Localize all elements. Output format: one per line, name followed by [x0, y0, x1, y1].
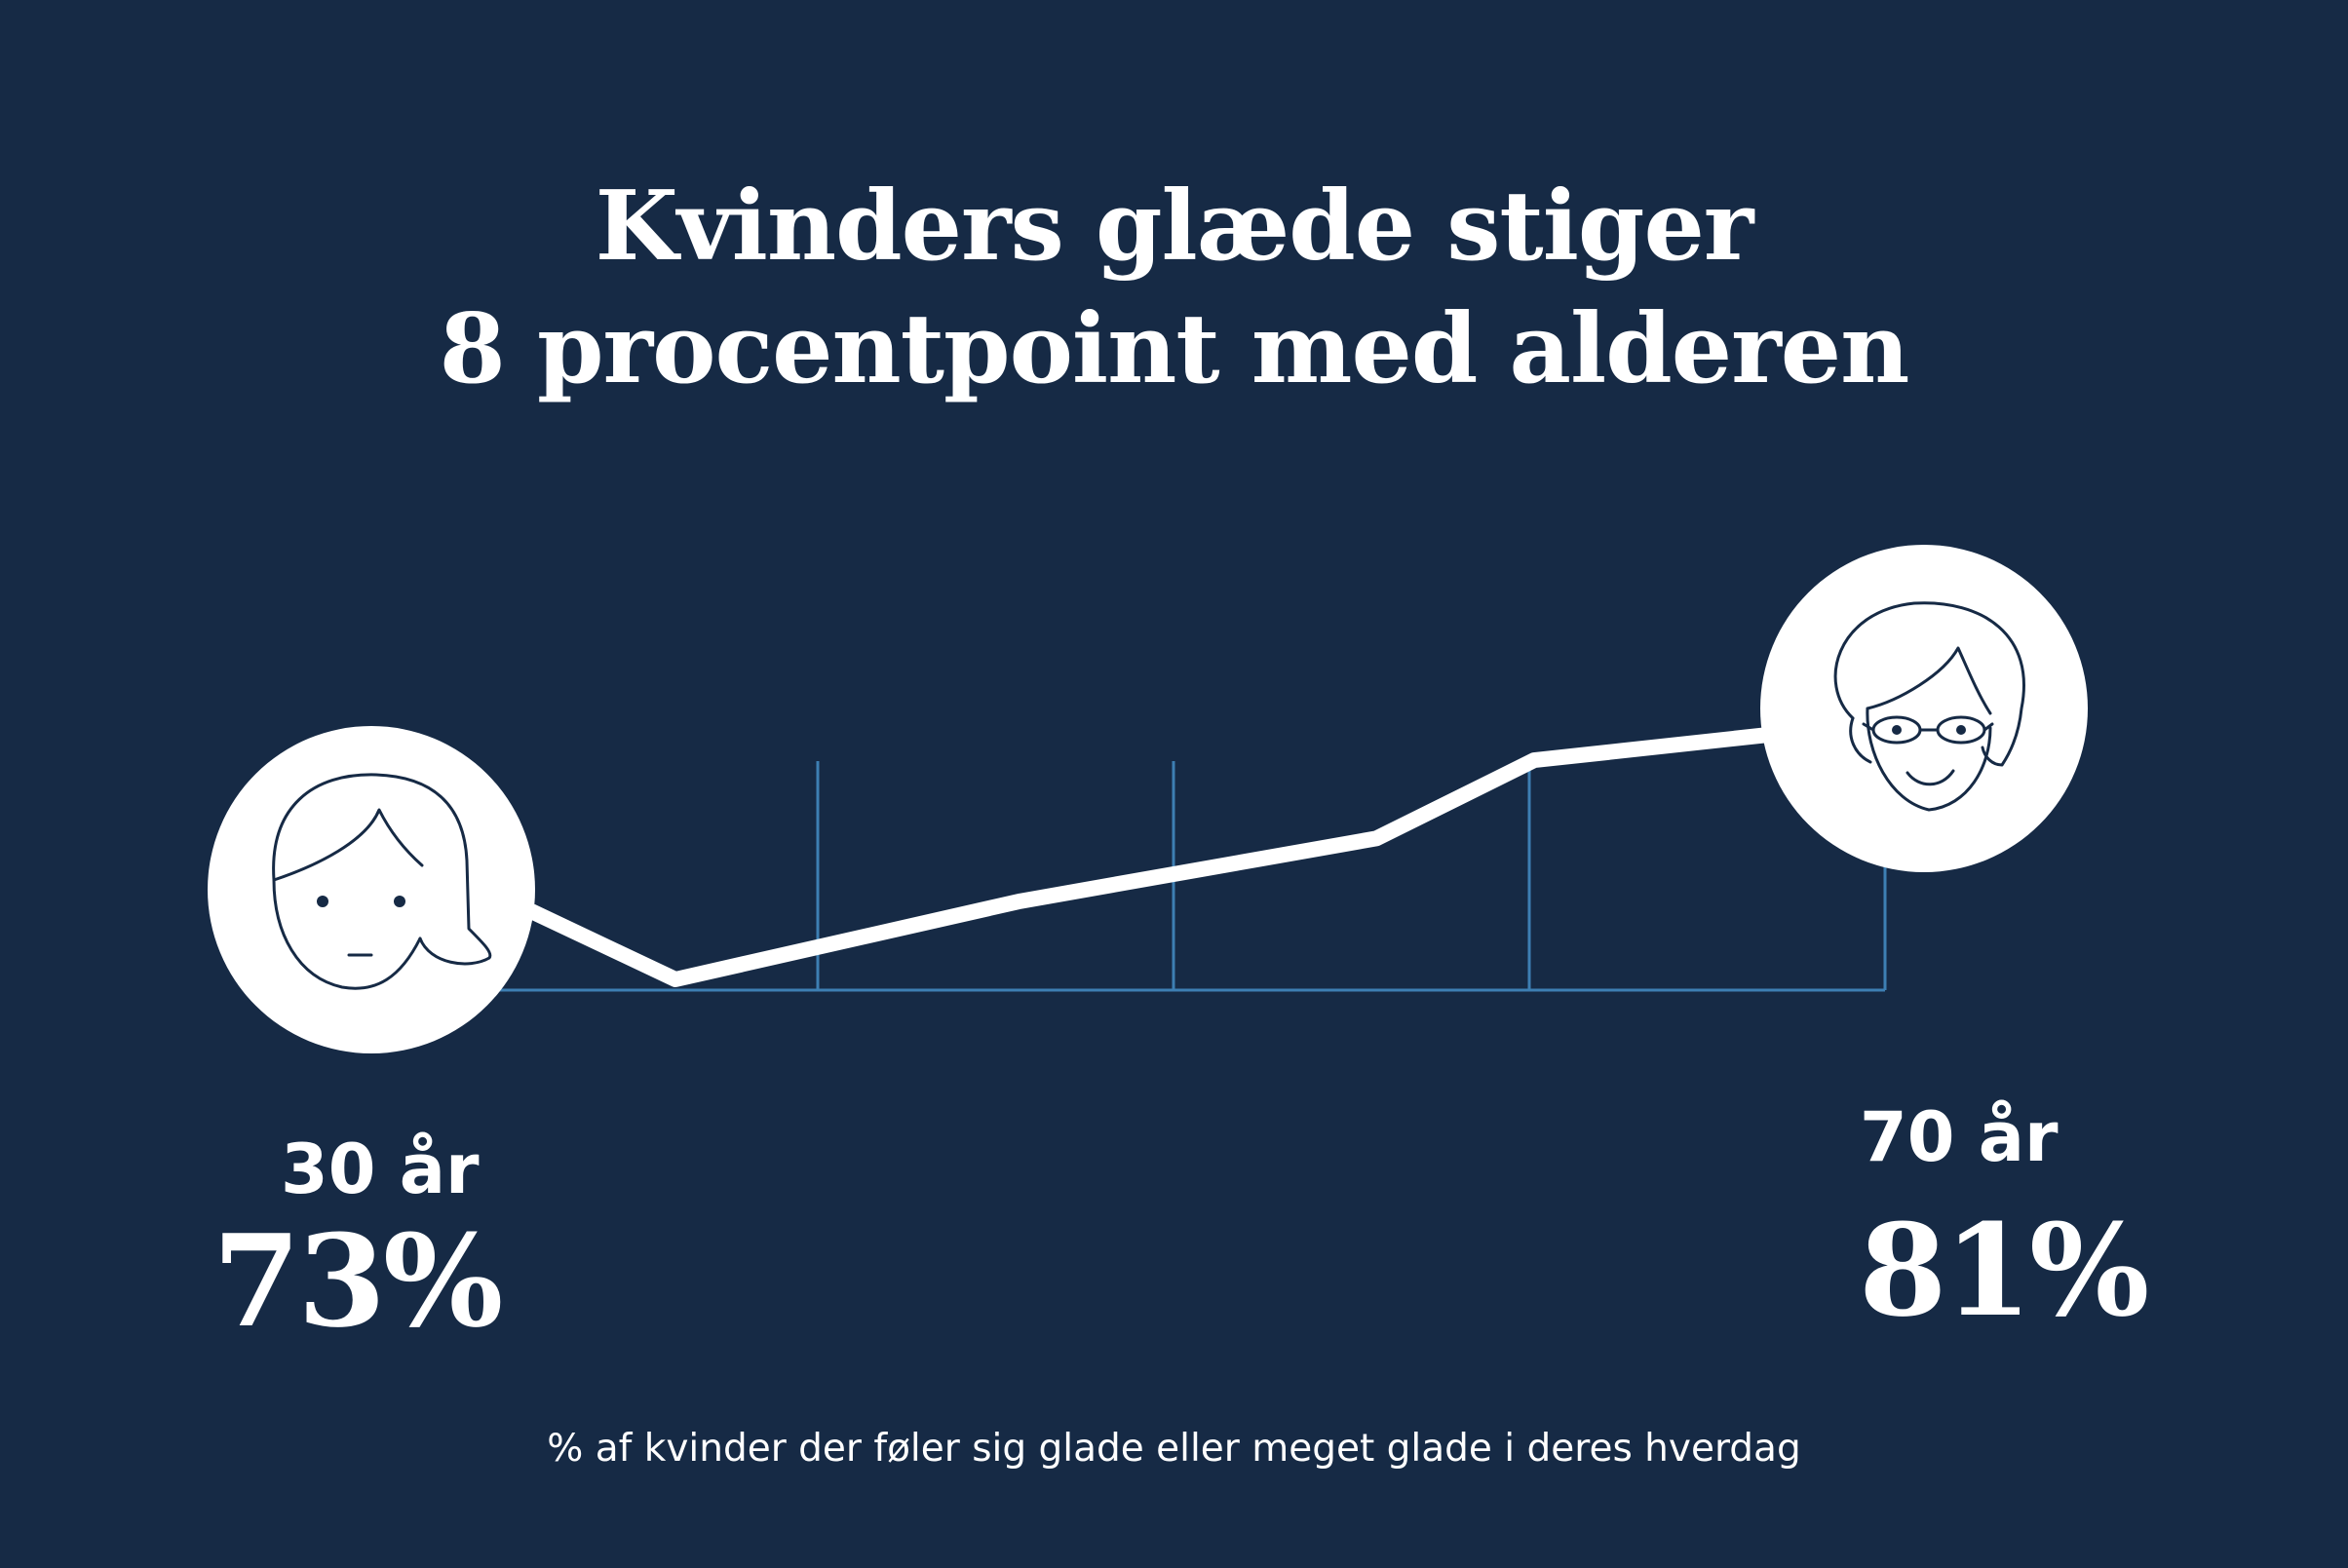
chart-title-line-2: 8 procentpoint med alderen: [439, 293, 1910, 405]
series-line: [527, 721, 1824, 987]
end-value-label: 81%: [1859, 1196, 2149, 1345]
chart-caption: % af kvinder der føler sig glade eller m…: [547, 1427, 1801, 1471]
chart-title: Kvinders glæde stiger 8 procentpoint med…: [0, 166, 2348, 411]
data-point: [1375, 837, 1377, 840]
data-point: [1533, 759, 1535, 762]
start-value-label: 73%: [212, 1206, 503, 1356]
end-age-label: 70 år: [1860, 1097, 2059, 1177]
data-point: [1020, 899, 1021, 902]
older-woman-with-glasses-face-icon: [1760, 545, 2088, 872]
start-age-label: 30 år: [281, 1129, 480, 1209]
data-point: [674, 978, 676, 980]
young-woman-face-icon: [208, 726, 535, 1053]
chart-line-layer: [527, 721, 1824, 987]
chart-title-line-1: Kvinders glæde stiger: [595, 171, 1754, 283]
